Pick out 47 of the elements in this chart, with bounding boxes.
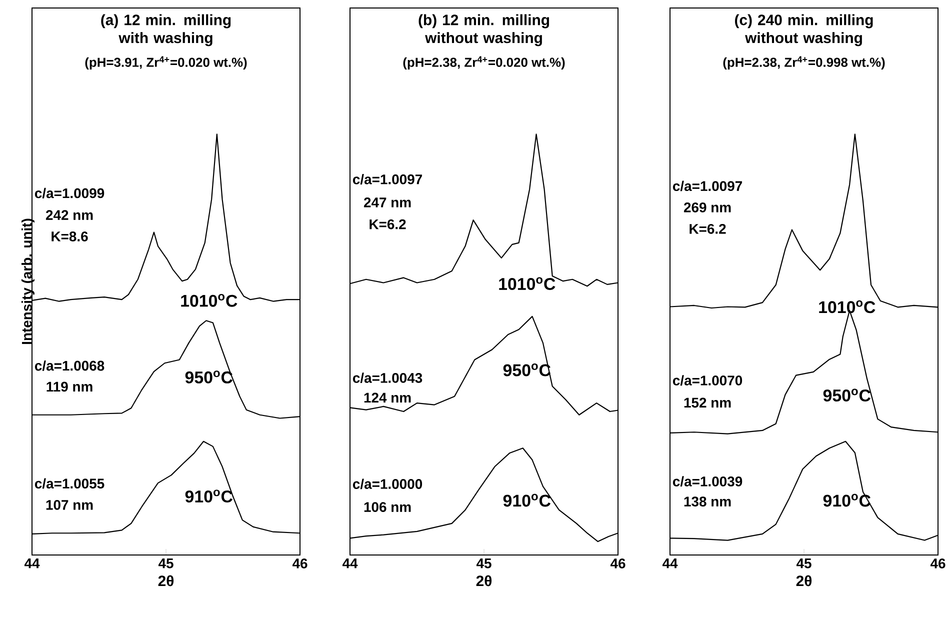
y-axis-title: Intensity (arb. unit) bbox=[21, 218, 34, 344]
chart-title: (c) 240 min. milling without washing bbox=[735, 14, 873, 46]
x-axis-title: 2θ bbox=[158, 575, 174, 586]
annotation: c/a=1.0099 bbox=[34, 188, 104, 198]
annotation: 138 nm bbox=[684, 496, 731, 507]
series-label: 1010$^{o}$C bbox=[181, 294, 238, 307]
annotation: K=6.2 bbox=[370, 219, 406, 230]
annotation: K=8.6 bbox=[52, 232, 88, 242]
annotation: c/a=1.0043 bbox=[352, 372, 422, 384]
annotation: 247 nm bbox=[364, 198, 411, 208]
x-tick-label: 46 bbox=[930, 558, 946, 568]
series-label: 1010$^{o}$C bbox=[499, 277, 556, 290]
x-tick-label: 45 bbox=[476, 558, 492, 568]
x-tick-label: 46 bbox=[610, 558, 626, 568]
chart-title: (a) 12 min. milling with washing bbox=[101, 14, 231, 46]
chart-subtitle: (pH=3.91, Zr$^{4+}$=0.020 wt.%) bbox=[85, 56, 247, 70]
chart-subtitle: (pH=2.38, Zr$^{4+}$=0.998 wt.%) bbox=[723, 56, 885, 70]
series-label: 910$^{o}$C bbox=[503, 494, 551, 507]
annotation: c/a=1.0070 bbox=[672, 375, 742, 386]
x-tick-label: 45 bbox=[796, 558, 812, 568]
annotation: 119 nm bbox=[46, 382, 92, 392]
annotation: c/a=1.0039 bbox=[672, 476, 742, 487]
series-label: 910$^{o}$C bbox=[185, 490, 233, 502]
annotation: 107 nm bbox=[46, 500, 93, 510]
chart-title: (b) 12 min. milling without washing bbox=[418, 14, 550, 46]
series-label: 950$^{o}$C bbox=[823, 388, 871, 402]
series-label: 1010$^{o}$C bbox=[819, 300, 876, 314]
annotation: 106 nm bbox=[364, 502, 411, 512]
x-tick-label: 44 bbox=[662, 558, 678, 568]
series-label: 950$^{o}$C bbox=[185, 370, 233, 384]
x-axis-title: 2θ bbox=[796, 575, 812, 586]
annotation: c/a=1.0068 bbox=[34, 360, 104, 371]
x-tick-label: 45 bbox=[158, 558, 174, 568]
chart-subtitle: (pH=2.38, Zr$^{4+}$=0.020 wt.%) bbox=[403, 56, 565, 70]
x-tick-label: 46 bbox=[292, 558, 308, 568]
annotation: c/a=1.0000 bbox=[352, 478, 422, 490]
annotation: 152 nm bbox=[684, 398, 731, 408]
annotation: c/a=1.0097 bbox=[352, 174, 422, 184]
annotation: K=6.2 bbox=[690, 224, 726, 234]
annotation: c/a=1.0055 bbox=[34, 478, 104, 489]
x-tick-label: 44 bbox=[24, 558, 40, 568]
annotation: c/a=1.0097 bbox=[672, 180, 742, 192]
annotation: 269 nm bbox=[684, 202, 731, 212]
x-tick-label: 44 bbox=[342, 558, 358, 568]
x-axis-title: 2θ bbox=[476, 575, 492, 586]
annotation: 242 nm bbox=[46, 210, 93, 220]
annotation: 124 nm bbox=[364, 392, 411, 402]
